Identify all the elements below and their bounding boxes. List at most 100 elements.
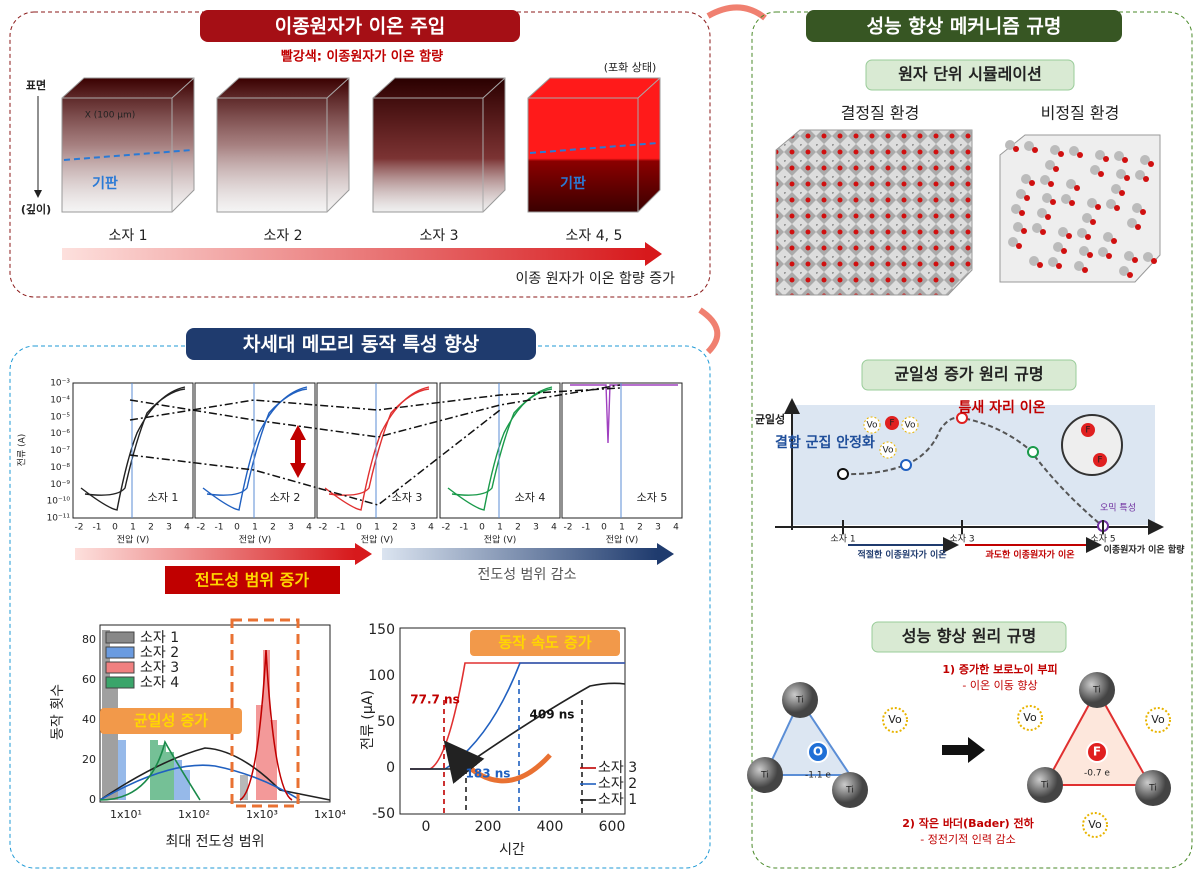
y-tick-label: 50 [377,714,395,730]
atom [1114,151,1124,161]
atom [1019,210,1025,216]
atom [1040,229,1046,235]
atom [1037,208,1047,218]
increase-label: 전도성 범위 증가 [195,571,309,590]
atom [1106,199,1116,209]
atom [1151,258,1157,264]
vacancy-label: Vo [1088,818,1102,831]
x-axis-label: 이종원자가 이온 함량 [1104,544,1186,556]
atom [1111,184,1121,194]
crystal-structure [775,129,973,296]
y-tick-label: 10⁻⁸ [50,463,70,473]
titanium-label: Ti [1092,686,1101,696]
x-tick-label: 600 [599,819,626,835]
atom [1122,157,1128,163]
x-tick-label: 0 [356,523,362,533]
x-axis-label: 전압 (V) [361,534,394,546]
y-tick-label: 10⁻¹⁰ [47,497,71,507]
point [956,412,968,424]
atom [1140,155,1150,165]
legend-label: 소자 2 [140,645,179,661]
vacancy [1017,705,1043,731]
x-axis-label: 전압 (V) [484,534,517,546]
cube-edge [62,77,195,212]
banner [165,566,340,594]
substrate-label: 기판 [92,176,118,192]
y-tick-label: 80 [82,633,96,646]
x-tick-label: 1x10² [178,808,210,821]
annotation: 오믹 특성 [1100,502,1136,514]
atom [1079,246,1089,256]
atom [1045,214,1051,220]
atom [1106,253,1112,259]
legend-swatch [105,631,135,644]
atom [1119,266,1129,276]
device-label: 소자 4 [515,491,546,504]
atom [1056,263,1062,269]
flow-arrow [698,307,721,355]
legend-label: 소자 4 [140,675,179,691]
x-tick-label: 2 [270,523,276,533]
decrease-label: 전도성 범위 감소 [477,567,576,583]
curve [410,662,625,770]
axis-label: (깊이) [21,202,51,216]
fit-curve [99,747,331,801]
atom [1037,262,1043,268]
annotation: 틈새 자리 이온 [958,399,1045,416]
interface [529,142,659,154]
vacancy-label: Vo [905,421,916,431]
x-tick-label: 4 [306,523,312,533]
atom [1077,152,1083,158]
x-axis-label: 시간 [499,842,525,858]
atom [1058,151,1064,157]
atom [1053,242,1063,252]
x-tick-label: 3 [288,523,294,533]
atom [1061,194,1071,204]
atom [1148,161,1154,167]
atom [1050,145,1060,155]
atom [1098,171,1104,177]
badge-label: 동작 속도 증가 [498,634,591,652]
atom [1085,234,1091,240]
atom [1011,204,1021,214]
atom [1005,140,1015,150]
atom [1114,205,1120,211]
atom [1095,150,1105,160]
atom [1119,190,1125,196]
badge [470,630,620,656]
trend-line [129,384,621,438]
atom [1077,228,1087,238]
titanium [782,682,818,718]
x-tick-label: 0 [234,523,240,533]
atom [1074,261,1084,271]
device-label: 소자 4, 5 [566,228,623,244]
atom [1021,174,1031,184]
cube [216,77,350,213]
x-tick-label: 0 [112,523,118,533]
legend-label: 소자 1 [140,630,179,646]
subheader [865,59,1075,91]
y-tick-label: 100 [368,668,395,684]
x-tick-label: 2 [637,523,643,533]
cube-edge [217,77,350,212]
atom [1140,209,1146,215]
x-tick-label: -2 [564,523,573,533]
x-axis-label: 전압 (V) [117,534,150,546]
charge: -0.7 e [1084,769,1110,779]
subplot-frame [561,382,683,519]
triangle [763,697,852,776]
x-tick-label: -2 [75,523,84,533]
label: 비정질 환경 [1041,104,1120,123]
speed-arrow [443,740,552,784]
fluorine-label: F [889,419,894,429]
x-tick-label: 0 [601,523,607,533]
titanium-label: Ti [1148,784,1157,794]
vacancy [882,707,908,733]
section-title: 성능 향상 원리 규명 [902,627,1036,646]
atom [1074,185,1080,191]
arrow-head [355,543,372,565]
iv-curve [206,388,308,496]
atom [1066,233,1072,239]
y-tick-label: 60 [82,673,96,686]
x-axis-label: 전압 (V) [606,534,639,546]
